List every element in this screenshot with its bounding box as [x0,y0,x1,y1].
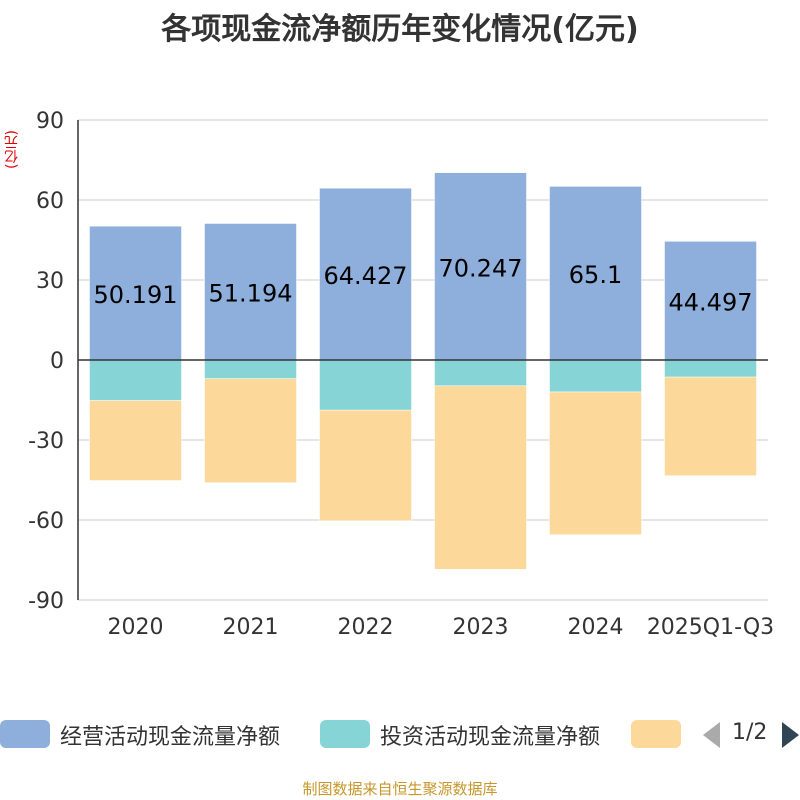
chart-title: 各项现金流净额历年变化情况(亿元) [161,12,639,47]
legend-label-investing: 投资活动现金流量净额 [380,725,601,750]
x-tick-label: 2024 [568,615,624,640]
bar-series-1 [664,359,757,378]
bar-series-1 [319,359,412,411]
bar-data-label: 50.191 [94,281,178,309]
legend-swatch-investing [320,720,370,748]
bar-series-1 [549,359,642,393]
bar-series-1 [89,359,182,401]
y-tick-label: 30 [36,269,64,294]
y-tick-label: 0 [50,349,64,374]
bar-series-2 [434,385,527,570]
bar-series-1 [204,359,297,379]
data-source-note: 制图数据来自恒生聚源数据库 [302,780,498,798]
bar-series-0 [204,223,297,361]
legend-swatch-financing [631,720,681,748]
legend-page-indicator: 1/2 [732,720,768,745]
y-tick-label: 60 [36,189,64,214]
bar-data-label: 44.497 [669,289,753,317]
legend-prev-page-icon[interactable] [703,722,720,748]
bar-data-label: 51.194 [209,280,293,308]
legend-next-page-icon[interactable] [782,722,799,748]
bar-series-0 [434,172,527,361]
legend: 经营活动现金流量净额 投资活动现金流量净额 1/2 [0,716,800,752]
x-tick-label: 2025Q1-Q3 [647,615,774,640]
bar-series-2 [664,376,757,476]
x-tick-label: 2022 [338,615,394,640]
x-tick-label: 2021 [223,615,279,640]
x-tick-label: 2023 [453,615,509,640]
bar-series-1 [434,359,527,387]
bar-series-0 [549,186,642,361]
bar-series-2 [89,400,182,481]
bar-chart: 90 60 30 0 -30 -60 -90 50.191 2020 51.194 2021 64.4… [28,109,774,640]
legend-label-operating: 经营活动现金流量净额 [60,725,281,750]
y-tick-label: -60 [28,509,64,534]
x-tick-label: 2020 [108,615,164,640]
y-tick-label: 90 [36,109,64,134]
bar-series-2 [319,409,412,522]
bar-data-label: 65.1 [569,261,622,289]
bar-series-2 [204,378,297,483]
bar-data-label: 70.247 [439,254,523,282]
y-tick-label: -30 [28,429,64,454]
bar-series-0 [89,225,182,361]
y-tick-label: -90 [28,589,64,614]
bar-series-0 [664,241,757,361]
bar-series-2 [549,391,642,535]
bar-data-label: 64.427 [324,262,408,290]
legend-swatch-operating [0,720,50,748]
